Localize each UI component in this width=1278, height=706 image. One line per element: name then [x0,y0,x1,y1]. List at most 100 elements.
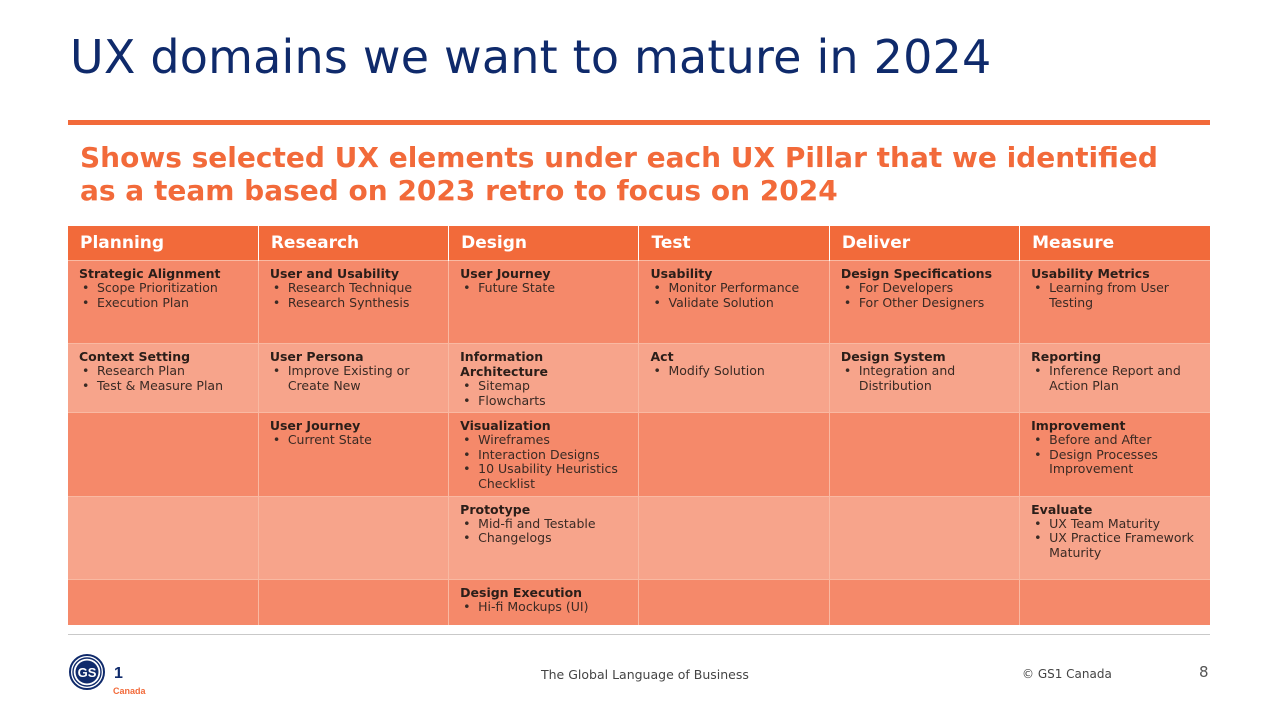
list-item: Research Technique [270,280,438,296]
list-item: Research Synthesis [270,295,438,311]
cell-planning: Context SettingResearch PlanTest & Measu… [68,342,259,413]
list-item: Flowcharts [460,393,628,409]
cell-title: Evaluate [1031,501,1093,517]
cell-research [258,495,450,580]
list-item: Research Plan [79,363,248,379]
cell-test [638,495,830,580]
list-item: 10 Usability Heuristics Checklist [460,462,628,491]
cell-list: UX Team MaturityUX Practice Framework Ma… [1031,516,1200,561]
list-item: Scope Prioritization [79,280,248,296]
column-header-research: Research [258,226,450,261]
cell-planning: Strategic AlignmentScope PrioritizationE… [68,260,259,344]
list-item: Wireframes [460,433,628,448]
list-item: For Other Designers [841,295,1009,311]
list-item: Changelogs [460,531,628,546]
list-item: Learning from User Testing [1031,280,1200,310]
cell-title: Design Execution [460,584,583,600]
column-header-planning: Planning [68,226,259,261]
cell-title: User Journey [460,266,551,281]
cell-list: Learning from User Testing [1031,280,1200,310]
cell-test: ActModify Solution [638,342,830,413]
cell-list: WireframesInteraction Designs10 Usabilit… [460,433,628,491]
cell-planning [68,578,259,625]
cell-deliver [829,495,1021,580]
cell-list: Hi-fi Mockups (UI) [460,599,628,615]
table-row: Design ExecutionHi-fi Mockups (UI) [68,578,1210,625]
list-item: Future State [460,280,628,296]
cell-title: User Journey [269,418,361,434]
cell-deliver: Design SpecificationsFor DevelopersFor O… [829,260,1021,344]
list-item: Interaction Designs [460,447,628,463]
list-item: UX Practice Framework Maturity [1031,530,1200,560]
cell-title: Prototype [460,501,531,517]
cell-title: User and Usability [269,266,399,281]
column-header-design: Design [448,226,640,261]
cell-deliver [829,412,1021,497]
footer-divider [68,634,1210,635]
list-item: Monitor Performance [650,280,818,296]
list-item: Modify Solution [650,363,818,379]
list-item: Design Processes Improvement [1031,447,1200,477]
table-row: User JourneyCurrent StateVisualizationWi… [68,412,1210,497]
cell-research [258,578,450,625]
table-row: PrototypeMid-fi and TestableChangelogs Ev… [68,495,1210,580]
cell-measure [1019,578,1210,625]
cell-title: Visualization [460,418,551,434]
cell-title: Usability Metrics [1031,266,1150,281]
cell-design: PrototypeMid-fi and TestableChangelogs [448,495,640,580]
cell-planning [68,495,259,580]
footer-tagline: The Global Language of Business [541,667,749,682]
cell-list: Current State [270,433,438,448]
cell-design: Design ExecutionHi-fi Mockups (UI) [448,578,640,625]
cell-list: Mid-fi and TestableChangelogs [460,516,628,546]
list-item: For Developers [841,280,1009,296]
cell-title: Improvement [1031,418,1126,434]
cell-list: SitemapFlowcharts [460,378,628,409]
cell-title: Design System [840,349,946,364]
cell-title: Act [650,349,674,364]
list-item: Execution Plan [79,295,248,311]
cell-deliver [829,578,1021,625]
cell-research: User and UsabilityResearch TechniqueRese… [258,260,450,344]
cell-list: Integration and Distribution [841,363,1009,393]
slide-title: UX domains we want to mature in 2024 [70,30,992,84]
cell-list: Improve Existing or Create New [270,363,438,393]
cell-measure: EvaluateUX Team MaturityUX Practice Fram… [1019,495,1210,580]
cell-title: Usability [650,266,713,281]
svg-text:Canada: Canada [113,686,147,696]
title-divider [68,120,1210,125]
cell-title: Information Architecture [460,349,548,379]
list-item: Test & Measure Plan [79,378,248,394]
cell-research: User JourneyCurrent State [258,412,450,497]
cell-measure: Usability MetricsLearning from User Test… [1019,260,1210,344]
table-row: Strategic AlignmentScope PrioritizationE… [68,260,1210,344]
cell-list: Monitor PerformanceValidate Solution [650,280,818,311]
cell-title: Reporting [1031,349,1102,364]
gs1-logo-icon: GS 1 Canada [69,654,147,696]
cell-design: VisualizationWireframesInteraction Desig… [448,412,640,497]
list-item: Inference Report and Action Plan [1031,363,1200,393]
list-item: Integration and Distribution [841,363,1009,393]
cell-planning [68,412,259,497]
page-number: 8 [1199,663,1209,681]
cell-test [638,412,830,497]
list-item: Mid-fi and Testable [460,516,628,532]
cell-test [638,578,830,625]
list-item: Current State [270,433,438,448]
cell-research: User PersonaImprove Existing or Create N… [258,342,450,413]
list-item: Before and After [1031,433,1200,448]
cell-deliver: Design SystemIntegration and Distributio… [829,342,1021,413]
column-header-test: Test [638,226,830,261]
list-item: Validate Solution [650,295,818,311]
svg-text:1: 1 [114,665,123,682]
footer-copyright: © GS1 Canada [1022,667,1112,681]
cell-measure: ImprovementBefore and AfterDesign Proces… [1019,412,1210,497]
list-item: Sitemap [460,378,628,394]
list-item: UX Team Maturity [1031,516,1200,532]
slide-subtitle: Shows selected UX elements under each UX… [80,141,1158,207]
column-header-deliver: Deliver [829,226,1021,261]
cell-title: User Persona [269,349,364,364]
table-header-row: Planning Research Design Test Deliver Me… [68,226,1210,261]
cell-test: UsabilityMonitor PerformanceValidate Sol… [638,260,830,344]
ux-pillars-table: Planning Research Design Test Deliver Me… [68,226,1210,625]
